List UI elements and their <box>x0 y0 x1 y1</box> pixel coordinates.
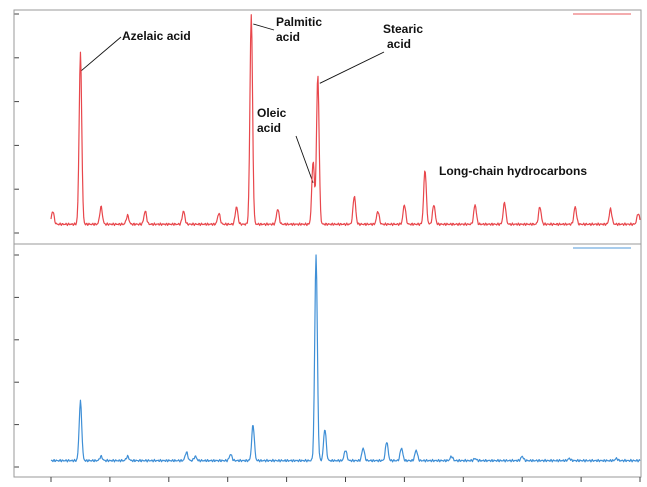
leader-azelaic-acid <box>80 36 122 72</box>
annotation-palmitic-acid: Palmitic acid <box>276 15 325 44</box>
annotation-stearic-acid-line1: Stearic <box>383 22 423 36</box>
bottom-panel-frame <box>13 243 642 478</box>
bottom-series-line <box>50 254 641 463</box>
annotation-long-chain-hydrocarbons: Long-chain hydrocarbons <box>439 164 587 178</box>
leader-palmitic-acid <box>253 23 275 31</box>
bottom-chromatogram-panel <box>13 243 642 482</box>
annotation-palmitic-acid-line2: acid <box>276 30 300 44</box>
annotation-azelaic-acid: Azelaic acid <box>122 29 191 43</box>
annotation-oleic-acid: Oleic acid <box>257 106 290 135</box>
x-axis-ticks <box>50 477 641 482</box>
annotation-azelaic-acid-line1: Azelaic acid <box>122 29 191 43</box>
bottom-y-ticks <box>14 254 19 468</box>
annotation-oleic-acid-line1: Oleic <box>257 106 287 120</box>
leader-oleic-acid <box>295 135 314 183</box>
annotation-palmitic-acid-line1: Palmitic <box>276 15 322 29</box>
leader-stearic-acid <box>319 51 385 84</box>
annotation-oleic-acid-line2: acid <box>257 121 281 135</box>
top-series-line <box>50 14 641 227</box>
peak-annotations: Azelaic acid Palmitic acid Stearic acid … <box>122 15 587 178</box>
annotation-stearic-acid-line2: acid <box>387 37 411 51</box>
annotation-long-chain-hydrocarbons-line1: Long-chain hydrocarbons <box>439 164 587 178</box>
top-y-ticks <box>14 13 19 234</box>
annotation-leaders <box>80 23 385 183</box>
annotation-stearic-acid: Stearic acid <box>383 22 426 51</box>
